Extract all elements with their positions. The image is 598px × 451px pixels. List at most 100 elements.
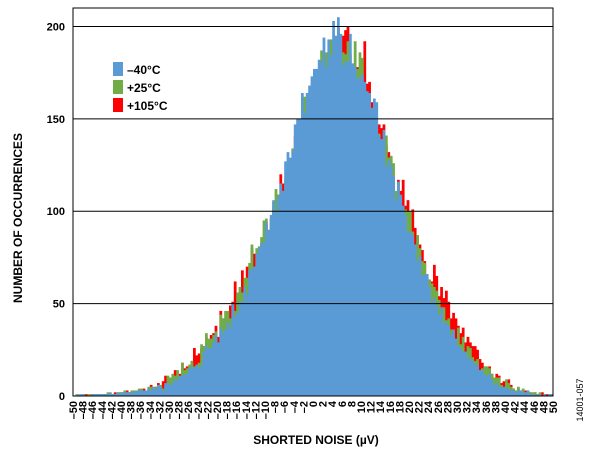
bar	[185, 373, 189, 396]
x-tick-label: –38	[126, 401, 138, 419]
bar	[85, 394, 88, 396]
bar	[125, 392, 129, 396]
x-tick-label: –30	[164, 401, 176, 419]
bar	[452, 329, 455, 396]
bar	[353, 67, 357, 397]
bar	[442, 323, 446, 396]
bar	[536, 394, 539, 396]
x-tick-label: –40	[116, 401, 128, 419]
bar	[495, 383, 499, 396]
bar	[200, 364, 203, 396]
bar	[272, 200, 275, 396]
bar	[279, 183, 283, 396]
bar	[315, 68, 319, 396]
bar	[344, 61, 347, 396]
x-tick-label: –22	[202, 401, 214, 419]
bar	[296, 118, 299, 397]
bar	[505, 388, 508, 396]
bar	[135, 390, 139, 396]
bar	[149, 390, 153, 396]
x-tick-label: –24	[193, 400, 205, 419]
bar	[533, 394, 537, 396]
bar	[104, 394, 107, 396]
bar	[169, 384, 172, 396]
bar	[361, 74, 364, 396]
bar	[121, 392, 124, 396]
bar	[416, 261, 419, 396]
bar	[341, 65, 345, 396]
plot-frame	[72, 7, 554, 397]
bar	[365, 91, 369, 396]
bar	[423, 274, 427, 396]
bar	[382, 129, 386, 396]
bar	[286, 152, 290, 396]
bar	[236, 312, 239, 396]
bar	[392, 176, 395, 396]
bar	[437, 314, 441, 396]
bar	[346, 61, 350, 396]
bar	[481, 370, 484, 396]
bar	[87, 394, 91, 396]
bar	[265, 222, 268, 396]
y-axis-title: NUMBER OF OCCURRENCES	[11, 133, 25, 303]
bar	[133, 392, 136, 396]
x-tick-label: 12	[366, 401, 378, 413]
bar	[298, 118, 302, 397]
x-tick-label: 6	[337, 401, 349, 407]
legend-swatch	[113, 98, 123, 112]
x-tick-label: –18	[222, 401, 234, 419]
bar	[207, 347, 211, 396]
legend-label: +105°C	[127, 99, 168, 113]
bar	[325, 67, 328, 397]
bar	[526, 390, 530, 396]
bar	[476, 364, 479, 396]
bar	[509, 390, 513, 396]
x-tick-label: –28	[174, 401, 186, 419]
bar	[157, 384, 160, 396]
bar	[543, 394, 547, 396]
bar	[137, 390, 141, 396]
bar	[430, 301, 434, 396]
bar	[147, 388, 151, 396]
bar	[250, 268, 254, 396]
bar	[202, 351, 206, 396]
bar	[281, 190, 285, 396]
bar	[521, 392, 525, 396]
bar	[262, 242, 266, 396]
x-tick-label: 28	[442, 401, 454, 413]
bar	[219, 327, 223, 396]
bar	[524, 392, 527, 396]
x-tick-label: –4	[289, 400, 301, 413]
bar	[351, 63, 355, 397]
bar	[305, 92, 309, 397]
bar	[140, 390, 143, 396]
y-tick-labels: 0 50 100 150 200	[47, 21, 65, 403]
bar	[548, 394, 551, 396]
bar	[161, 390, 165, 396]
bar	[255, 253, 259, 396]
bar	[358, 78, 362, 397]
x-tick-label: 40	[500, 401, 512, 413]
bar	[241, 301, 244, 396]
bar	[541, 392, 544, 396]
bar	[389, 165, 393, 396]
legend-swatch	[113, 62, 123, 76]
legend-label: +25°C	[127, 81, 161, 95]
bar	[229, 327, 232, 396]
bar	[334, 35, 338, 397]
bar	[178, 375, 182, 396]
bar	[289, 157, 292, 396]
x-tick-label: –42	[106, 401, 118, 419]
bar	[399, 194, 403, 396]
bar	[181, 375, 184, 396]
bar	[387, 159, 391, 396]
bar	[310, 76, 314, 397]
bar	[406, 231, 410, 396]
x-tick-label: 16	[385, 401, 397, 413]
x-tick-label: 0	[308, 401, 320, 407]
bar	[214, 335, 218, 396]
bar	[514, 392, 518, 396]
bar	[550, 394, 554, 396]
bar	[171, 383, 175, 396]
bar	[317, 59, 321, 396]
